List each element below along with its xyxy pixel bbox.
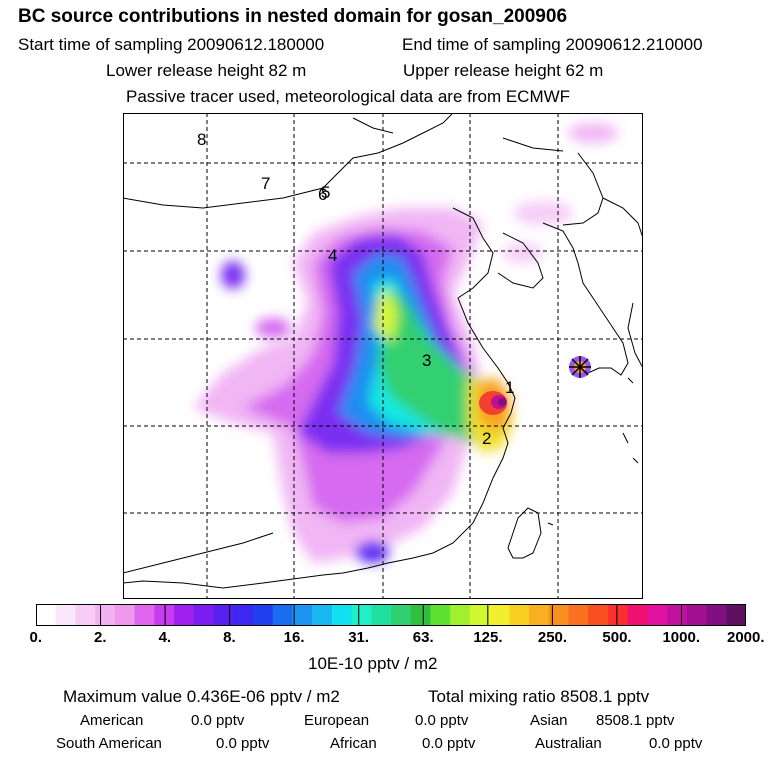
colorbar-swatch xyxy=(450,604,471,626)
colorbar-swatch xyxy=(568,604,589,626)
source-contribution-map: 1 2 3 4 5 6 7 8 xyxy=(123,113,643,599)
colorbar-swatch xyxy=(272,604,293,626)
tracer-note: Passive tracer used, meteorological data… xyxy=(126,87,571,106)
region-label-5: 5 xyxy=(321,183,330,202)
colorbar-tick-label: 2000. xyxy=(727,629,765,646)
lower-release-label: Lower release height 82 m xyxy=(106,61,307,80)
colorbar-tick-label: 0. xyxy=(29,629,43,646)
colorbar-tick-label: 16. xyxy=(283,629,305,646)
plot-title: BC source contributions in nested domain… xyxy=(18,6,568,27)
european-value: 0.0 pptv xyxy=(415,712,469,729)
colorbar-swatch xyxy=(686,604,708,626)
colorbar-swatch xyxy=(134,604,155,626)
maximum-value-label: Maximum value 0.436E-06 pptv / m2 xyxy=(63,687,340,706)
colorbar-swatch xyxy=(351,604,372,626)
colorbar-swatch xyxy=(509,604,530,626)
colorbar-tick-label: 500. xyxy=(602,629,632,646)
region-label-3: 3 xyxy=(422,351,431,370)
colorbar-swatch xyxy=(174,604,195,626)
colorbar-frame xyxy=(36,604,746,626)
colorbar-swatch xyxy=(588,604,609,626)
gridlines xyxy=(123,113,643,599)
region-label-2: 2 xyxy=(482,429,491,448)
colorbar-swatch xyxy=(607,604,629,626)
region-label-4: 4 xyxy=(328,246,337,265)
colorbar xyxy=(36,604,746,626)
colorbar-swatch xyxy=(430,604,451,626)
colorbar-swatch xyxy=(726,604,746,626)
receptor-star-marker-icon xyxy=(569,356,591,378)
colorbar-swatch xyxy=(371,604,392,626)
australian-label: Australian xyxy=(535,735,602,752)
colorbar-swatch xyxy=(312,604,333,626)
upper-release-label: Upper release height 62 m xyxy=(403,61,604,80)
colorbar-tick-label: 4. xyxy=(158,629,172,646)
end-time-label: End time of sampling 20090612.210000 xyxy=(402,35,703,54)
colorbar-tick-label: 125. xyxy=(473,629,503,646)
colorbar-swatch xyxy=(706,604,727,626)
colorbar-swatch xyxy=(647,604,668,626)
isolated-patches xyxy=(221,123,618,563)
colorbar-swatch xyxy=(331,604,353,626)
south-american-label: South American xyxy=(56,735,162,752)
colorbar-swatch xyxy=(154,604,175,626)
colorbar-unit-label: 10E-10 pptv / m2 xyxy=(308,654,438,673)
colorbar-swatch xyxy=(252,604,274,626)
colorbar-swatch xyxy=(529,604,550,626)
colorbar-swatch xyxy=(114,604,136,626)
total-mixing-ratio-label: Total mixing ratio 8508.1 pptv xyxy=(428,687,650,706)
european-label: European xyxy=(304,712,370,729)
hotspot-core xyxy=(479,391,507,415)
asian-label: Asian xyxy=(530,712,568,729)
colorbar-swatch xyxy=(233,604,254,626)
colorbar-swatch xyxy=(36,604,57,626)
colorbar-swatch xyxy=(667,604,688,626)
american-label: American xyxy=(80,712,144,729)
colorbar-swatch xyxy=(95,604,116,626)
region-label-6: 6 xyxy=(318,185,327,204)
colorbar-tick-label: 250. xyxy=(537,629,568,646)
colorbar-tick-label: 2. xyxy=(94,629,107,646)
american-value: 0.0 pptv xyxy=(191,712,245,729)
start-time-label: Start time of sampling 20090612.180000 xyxy=(18,35,325,54)
australian-value: 0.0 pptv xyxy=(649,735,703,752)
colorbar-swatch xyxy=(548,604,570,626)
region-label-1: 1 xyxy=(505,378,514,397)
colorbar-tick-label: 31. xyxy=(348,629,370,646)
colorbar-swatch xyxy=(410,604,432,626)
colorbar-swatch xyxy=(391,604,412,626)
colorbar-swatch xyxy=(193,604,215,626)
colorbar-swatch xyxy=(75,604,96,626)
colorbar-swatch xyxy=(55,604,77,626)
south-american-value: 0.0 pptv xyxy=(216,735,270,752)
colorbar-tick-label: 63. xyxy=(412,629,434,646)
region-label-7: 7 xyxy=(261,174,270,193)
colorbar-swatch xyxy=(627,604,648,626)
colorbar-tick-label: 1000. xyxy=(662,629,700,646)
asian-value: 8508.1 pptv xyxy=(596,712,675,729)
coastlines xyxy=(123,113,643,589)
colorbar-tick-label: 8. xyxy=(223,629,236,646)
colorbar-swatch xyxy=(489,604,510,626)
region-label-8: 8 xyxy=(197,130,206,149)
african-value: 0.0 pptv xyxy=(422,735,476,752)
colorbar-swatch xyxy=(292,604,313,626)
colorbar-swatch xyxy=(469,604,491,626)
african-label: African xyxy=(330,735,377,752)
colorbar-swatch xyxy=(213,604,234,626)
concentration-plume xyxy=(193,208,513,563)
